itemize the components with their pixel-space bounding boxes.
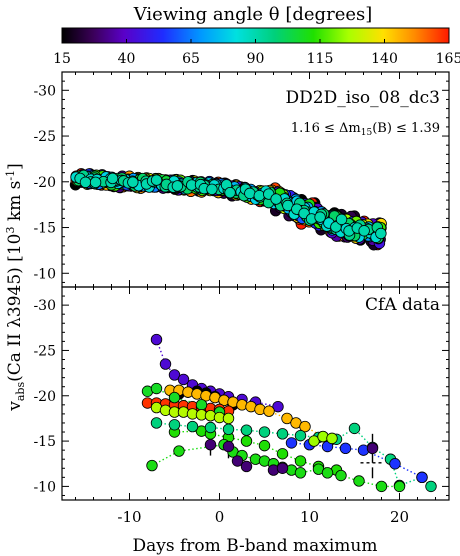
model-point [224, 186, 236, 199]
cfa-point [272, 400, 284, 413]
cfa-point [326, 432, 338, 445]
cfa-point [276, 462, 289, 474]
cfa-point [393, 480, 406, 493]
cfa-point [258, 439, 271, 452]
model-point [375, 227, 387, 240]
cfa-point [321, 467, 334, 479]
cfa-point [263, 405, 275, 417]
cfa-point [258, 426, 271, 438]
y-tick-label: -10 [33, 266, 56, 282]
y-tick-label: -15 [33, 221, 56, 237]
cfa-point [240, 460, 253, 473]
colorbar-tick-label: 65 [182, 51, 200, 67]
cfa-point [173, 445, 185, 457]
model-point [314, 211, 326, 223]
cfa-trend-line [174, 430, 337, 471]
y-axis-label: vabs(Ca II λ3945) [103 km s-1] [4, 163, 27, 412]
cfa-point [204, 421, 217, 434]
model-point [150, 174, 163, 186]
model-point [206, 183, 218, 196]
model-point [270, 193, 282, 205]
cfa-point [150, 417, 163, 429]
cfa-point [348, 422, 361, 435]
model-point [335, 213, 348, 226]
cfa-point [276, 448, 289, 460]
cfa-point [231, 455, 244, 467]
cfa-point [177, 373, 190, 386]
cfa-point [150, 333, 163, 346]
model-point [171, 180, 184, 192]
dm15-range-label: 1.16 ≤ Δm15(B) ≤ 1.39 [291, 121, 440, 138]
x-tick-label: 20 [390, 508, 409, 526]
cfa-point [294, 429, 307, 442]
cfa-point [339, 442, 352, 455]
cfa-point [366, 442, 379, 455]
y-tick-label: -10 [33, 479, 56, 495]
cfa-point [335, 469, 347, 482]
cfa-point [416, 471, 428, 484]
cfa-point [159, 358, 172, 370]
model-points [69, 168, 387, 251]
cfa-point [168, 369, 181, 381]
y-tick-label: -15 [33, 434, 56, 450]
cfa-point [294, 467, 307, 479]
y-tick-label: -30 [33, 298, 56, 314]
cfa-point [195, 399, 208, 411]
cfa-point [186, 420, 199, 433]
cfa-point [389, 458, 401, 470]
axis-ticks: -30 -25 -20 -15 -10 -30 -25 -20 -15 -10 -10 0 10 20 [33, 72, 449, 526]
cfa-point [204, 439, 217, 451]
y-tick-label: -20 [33, 389, 56, 405]
cfa-point [276, 428, 289, 440]
model-point [106, 172, 119, 185]
colorbar-tick-label: 140 [371, 51, 398, 67]
colorbar-tick-label: 15 [53, 51, 71, 67]
cfa-point [308, 435, 320, 447]
bottom-panel-frame [61, 286, 450, 501]
model-point [127, 176, 139, 188]
x-axis-label: Days from B-band maximum [133, 536, 378, 556]
cfa-point [222, 412, 235, 425]
model-name-label: DD2D_iso_08_dc3 [286, 88, 440, 108]
y-tick-label: -30 [33, 83, 56, 99]
cfa-point [240, 435, 253, 447]
cfa-point [375, 480, 388, 493]
cfa-point [222, 440, 235, 453]
cfa-points [141, 333, 437, 493]
model-point [89, 176, 102, 189]
colorbar-tick-label: 90 [247, 51, 265, 67]
cfa-point [285, 437, 298, 449]
cfa-point [299, 420, 311, 433]
y-tick-label: -25 [33, 129, 56, 145]
y-tick-label: -20 [33, 175, 56, 191]
cfa-point [168, 391, 181, 404]
cfa-point [425, 480, 437, 493]
cfa-point [222, 423, 235, 436]
colorbar-tick-label: 115 [307, 51, 334, 67]
colorbar-tick-label: 165 [436, 51, 460, 67]
cfa-point [150, 382, 163, 395]
model-point [79, 176, 92, 188]
cfa-point [294, 455, 307, 467]
cfa-point [146, 459, 158, 472]
cfa-data-label: CfA data [365, 295, 440, 315]
x-tick-label: 0 [215, 508, 225, 526]
cfa-point [281, 412, 293, 425]
cfa-point [353, 475, 365, 487]
colorbar-ticks: 15 40 65 90 115 140 165 [53, 39, 460, 67]
model-point [253, 189, 265, 202]
x-tick-label: -10 [117, 508, 141, 526]
model-point [244, 187, 256, 200]
model-point [358, 225, 370, 237]
y-tick-label: -25 [33, 343, 56, 359]
x-tick-label: 10 [300, 508, 319, 526]
cfa-point [240, 424, 253, 436]
colorbar-tick-label: 40 [118, 51, 136, 67]
cfa-point [168, 419, 181, 431]
model-point [330, 221, 342, 233]
colorbar-label: Viewing angle θ [degrees] [133, 4, 373, 25]
